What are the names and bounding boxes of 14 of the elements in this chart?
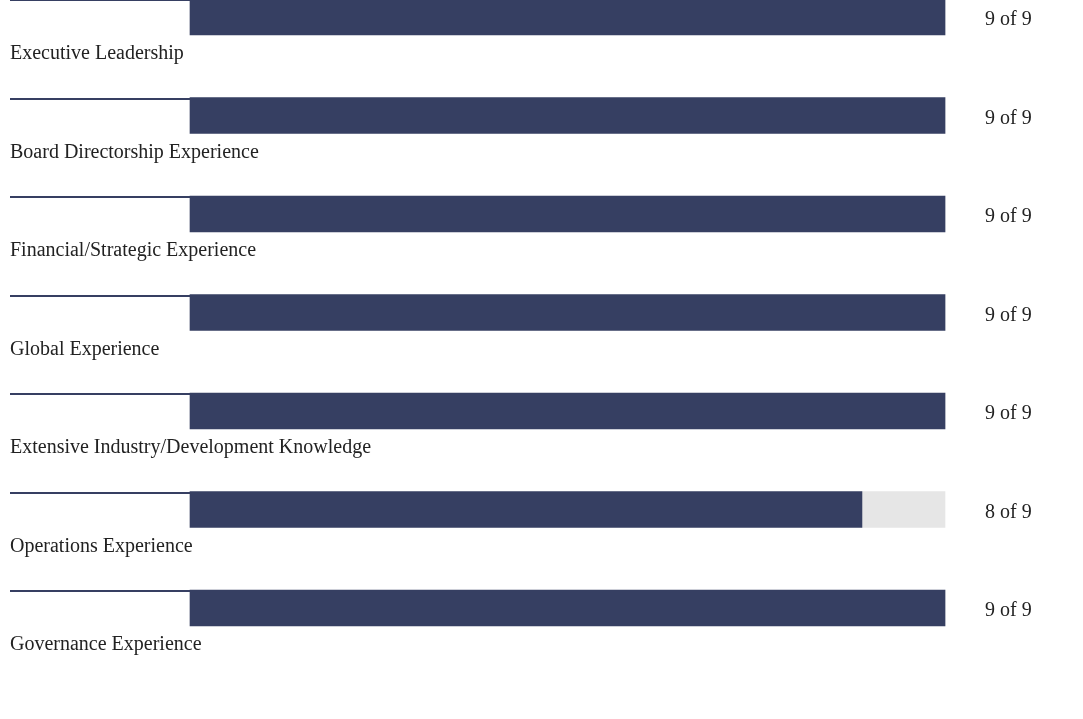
total-label: 9 of 9: [985, 7, 1032, 30]
y-tick-label: Governance Experience: [10, 632, 202, 655]
y-tick-label: Board Directorship Experience: [10, 139, 259, 163]
total-label: 8 of 9: [985, 499, 1032, 522]
y-tick-label: Financial/Strategic Experience: [10, 238, 257, 261]
total-label: 9 of 9: [985, 401, 1032, 424]
total-label: 9 of 9: [985, 302, 1032, 325]
y-tick-label: Extensive Industry/Development Knowledge: [10, 435, 372, 458]
total-label: 9 of 9: [985, 105, 1032, 128]
y-tick-label: Executive Leadership: [10, 41, 184, 64]
y-tick-label: Operations Experience: [10, 533, 193, 557]
total-label: 9 of 9: [985, 598, 1032, 621]
total-label: 9 of 9: [985, 204, 1032, 227]
y-tick-label: Global Experience: [10, 336, 160, 360]
